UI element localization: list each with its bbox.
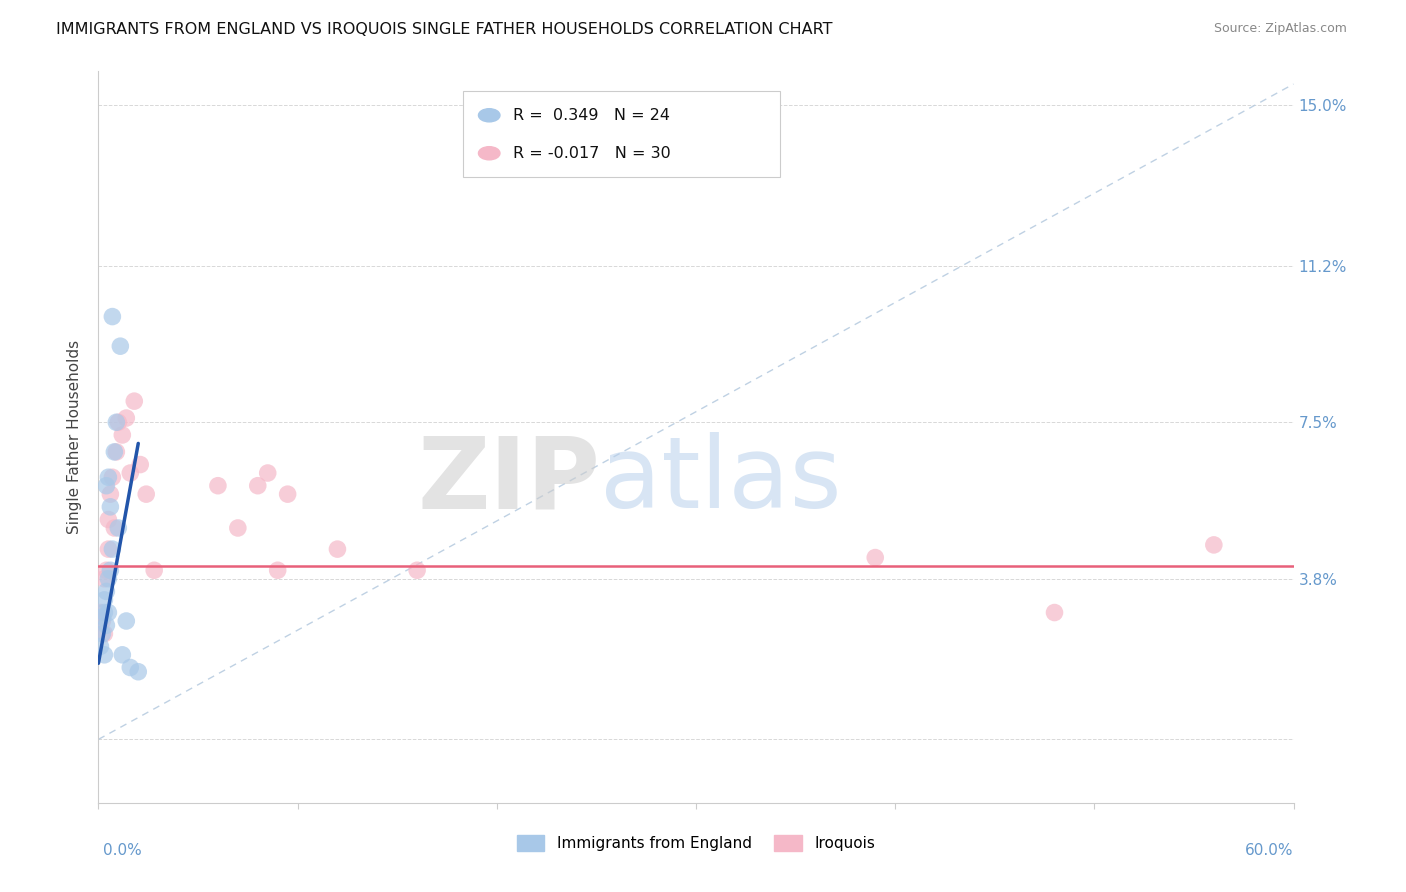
Point xyxy=(93,648,115,662)
Point xyxy=(111,428,134,442)
Point xyxy=(93,626,115,640)
Text: 60.0%: 60.0% xyxy=(1246,843,1294,858)
Point xyxy=(101,470,124,484)
Point xyxy=(246,479,269,493)
Point xyxy=(96,563,118,577)
Point xyxy=(143,563,166,577)
Point xyxy=(96,618,118,632)
Circle shape xyxy=(478,109,501,122)
Point xyxy=(103,445,125,459)
Point xyxy=(91,614,114,628)
Point xyxy=(98,487,122,501)
Point xyxy=(107,415,129,429)
Point xyxy=(96,479,118,493)
Point xyxy=(277,487,299,501)
Point xyxy=(115,411,138,425)
Point xyxy=(97,470,120,484)
Legend: Immigrants from England, Iroquois: Immigrants from England, Iroquois xyxy=(510,830,882,857)
Point xyxy=(267,563,290,577)
Point xyxy=(107,521,129,535)
Point xyxy=(1202,538,1225,552)
Point xyxy=(124,394,146,409)
Text: Source: ZipAtlas.com: Source: ZipAtlas.com xyxy=(1213,22,1347,36)
Point xyxy=(97,572,120,586)
Point xyxy=(96,584,118,599)
Point xyxy=(105,415,128,429)
Circle shape xyxy=(478,146,501,160)
Point xyxy=(129,458,152,472)
Point xyxy=(89,606,111,620)
Point xyxy=(103,521,125,535)
Point xyxy=(135,487,157,501)
Point xyxy=(120,660,142,674)
Point xyxy=(97,512,120,526)
FancyBboxPatch shape xyxy=(463,91,780,178)
Point xyxy=(865,550,887,565)
Point xyxy=(91,609,114,624)
Point xyxy=(127,665,149,679)
Text: 0.0%: 0.0% xyxy=(103,843,142,858)
Point xyxy=(89,640,111,654)
Text: IMMIGRANTS FROM ENGLAND VS IROQUOIS SINGLE FATHER HOUSEHOLDS CORRELATION CHART: IMMIGRANTS FROM ENGLAND VS IROQUOIS SING… xyxy=(56,22,832,37)
Text: atlas: atlas xyxy=(600,433,842,530)
Text: ZIP: ZIP xyxy=(418,433,600,530)
Point xyxy=(105,445,128,459)
Point xyxy=(98,500,122,514)
Text: R = -0.017   N = 30: R = -0.017 N = 30 xyxy=(513,145,671,161)
Point xyxy=(91,626,114,640)
Point xyxy=(101,310,124,324)
Point xyxy=(98,563,122,577)
Point xyxy=(101,542,124,557)
Point xyxy=(93,606,115,620)
Point xyxy=(226,521,249,535)
Point xyxy=(93,592,115,607)
Y-axis label: Single Father Households: Single Father Households xyxy=(67,340,83,534)
Point xyxy=(1043,606,1066,620)
Point xyxy=(115,614,138,628)
Point xyxy=(93,572,115,586)
Point xyxy=(111,648,134,662)
Point xyxy=(97,606,120,620)
Point xyxy=(110,339,132,353)
Point xyxy=(207,479,229,493)
Text: R =  0.349   N = 24: R = 0.349 N = 24 xyxy=(513,108,671,123)
Point xyxy=(326,542,349,557)
Point xyxy=(256,466,278,480)
Point xyxy=(97,542,120,557)
Point xyxy=(406,563,429,577)
Point xyxy=(120,466,142,480)
